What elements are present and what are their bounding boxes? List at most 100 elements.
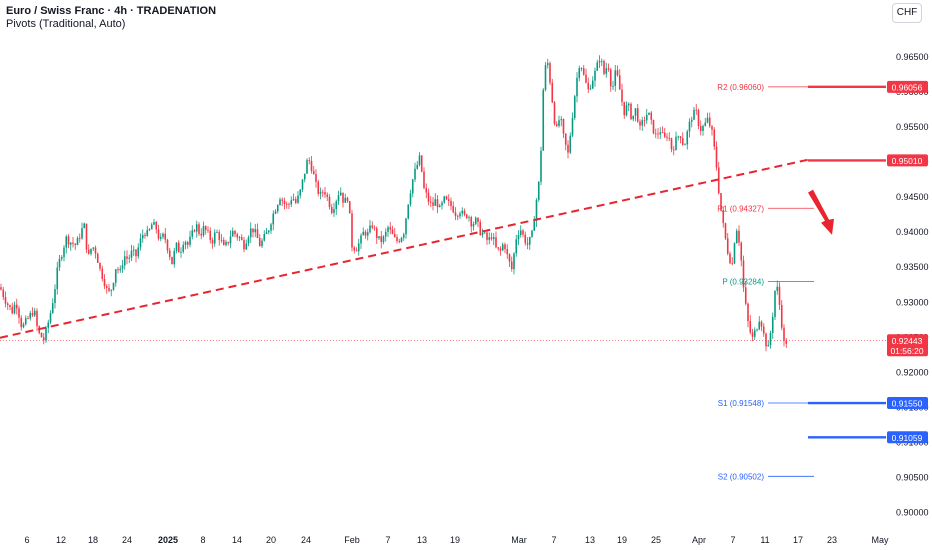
candle-body — [299, 189, 302, 196]
candle-body — [652, 119, 655, 134]
candle-body — [402, 234, 405, 238]
x-tick-label: 13 — [585, 535, 595, 545]
price-tag-label: 0.95010 — [892, 156, 923, 166]
candle-body — [139, 238, 142, 248]
candle-body — [211, 240, 214, 244]
candle-body — [702, 125, 704, 131]
candle-body — [578, 68, 581, 78]
candle-body — [666, 136, 668, 138]
candle-body — [591, 80, 594, 89]
candle-body — [218, 232, 221, 240]
candle-body — [425, 188, 428, 193]
candle-body — [679, 136, 682, 139]
candle-body — [432, 202, 434, 206]
candle-body — [49, 313, 52, 323]
candle-body — [546, 63, 549, 66]
candle-body — [648, 112, 650, 115]
candle-body — [535, 199, 538, 222]
candle-body — [571, 118, 574, 136]
candle-body — [531, 230, 533, 237]
candle-body — [36, 310, 38, 327]
candle-body — [65, 236, 68, 248]
symbol-title[interactable]: Euro / Swiss Franc · 4h · TRADENATION — [6, 5, 217, 17]
candle-body — [164, 233, 167, 240]
candle-body — [760, 321, 763, 327]
x-tick-label: 25 — [651, 535, 661, 545]
candle-body — [153, 222, 155, 225]
candle-body — [315, 174, 317, 182]
candle-body — [456, 215, 459, 217]
candle-body — [328, 196, 331, 208]
candle-body — [560, 119, 563, 121]
price-tag-label: 0.96056 — [892, 82, 923, 92]
candle-body — [47, 322, 50, 328]
candle-body — [769, 332, 772, 345]
candle-body — [627, 103, 630, 106]
x-tick-label: 18 — [88, 535, 98, 545]
candle-body — [389, 227, 392, 230]
candle-body — [337, 195, 340, 202]
candle-body — [544, 65, 547, 90]
candle-body — [762, 326, 765, 334]
candle-body — [418, 155, 421, 165]
candle-body — [72, 242, 74, 244]
candle-body — [371, 225, 374, 228]
pivot-label: S1 (0.91548) — [718, 399, 765, 408]
candle-body — [767, 344, 770, 347]
candle-body — [555, 123, 558, 126]
indicator-label[interactable]: Pivots (Traditional, Auto) — [6, 18, 126, 30]
y-tick-label: 0.94500 — [896, 192, 929, 202]
candle-body — [45, 327, 47, 341]
currency-button[interactable]: CHF — [892, 3, 922, 23]
candle-body — [497, 247, 500, 249]
candle-body — [618, 75, 621, 90]
x-tick-label: 24 — [122, 535, 132, 545]
candle-body — [90, 248, 92, 254]
candle-body — [56, 267, 59, 290]
candle-body — [141, 234, 144, 239]
candle-body — [582, 68, 585, 75]
candle-body — [247, 237, 250, 244]
candle-body — [193, 230, 196, 232]
candle-body — [283, 200, 286, 204]
candle-body — [114, 269, 117, 283]
x-tick-label: 14 — [232, 535, 242, 545]
candle-body — [549, 63, 551, 83]
candle-body — [580, 68, 583, 69]
candle-body — [312, 170, 315, 175]
candle-body — [27, 318, 29, 319]
candle-body — [33, 310, 36, 316]
candle-body — [261, 240, 263, 247]
candle-body — [231, 230, 234, 237]
candle-body — [243, 239, 245, 250]
candle-body — [9, 305, 11, 307]
candle-body — [294, 199, 297, 203]
x-tick-label: 8 — [200, 535, 205, 545]
candle-body — [744, 287, 747, 304]
x-tick-label: 24 — [301, 535, 311, 545]
candle-body — [614, 70, 617, 86]
price-tag-label: 0.91550 — [892, 399, 923, 409]
candle-body — [0, 287, 2, 290]
time-axis: 6 12 18 24 2025 8 14 20 24 Feb 7 13 19 Mar 7 13 19 25 Apr 7… — [24, 535, 889, 545]
candle-body — [654, 133, 657, 135]
candle-body — [612, 85, 614, 87]
pivot-levels: R2 (0.96060) R1 (0.94327) P (0.93284) S1 (0… — [717, 83, 886, 481]
candle-body — [429, 201, 432, 203]
candle-body — [159, 236, 162, 239]
candle-body — [382, 236, 385, 243]
candle-body — [130, 250, 133, 258]
trendline — [0, 158, 809, 339]
candle-body — [434, 199, 437, 206]
candle-body — [699, 126, 702, 131]
candle-body — [112, 282, 115, 290]
candle-body — [101, 268, 104, 279]
candle-body — [540, 150, 542, 182]
candle-body — [528, 236, 531, 245]
candle-body — [326, 194, 329, 197]
candle-body — [463, 210, 466, 215]
candle-body — [236, 234, 239, 238]
candle-body — [335, 201, 338, 210]
down-arrow-icon — [808, 189, 834, 235]
